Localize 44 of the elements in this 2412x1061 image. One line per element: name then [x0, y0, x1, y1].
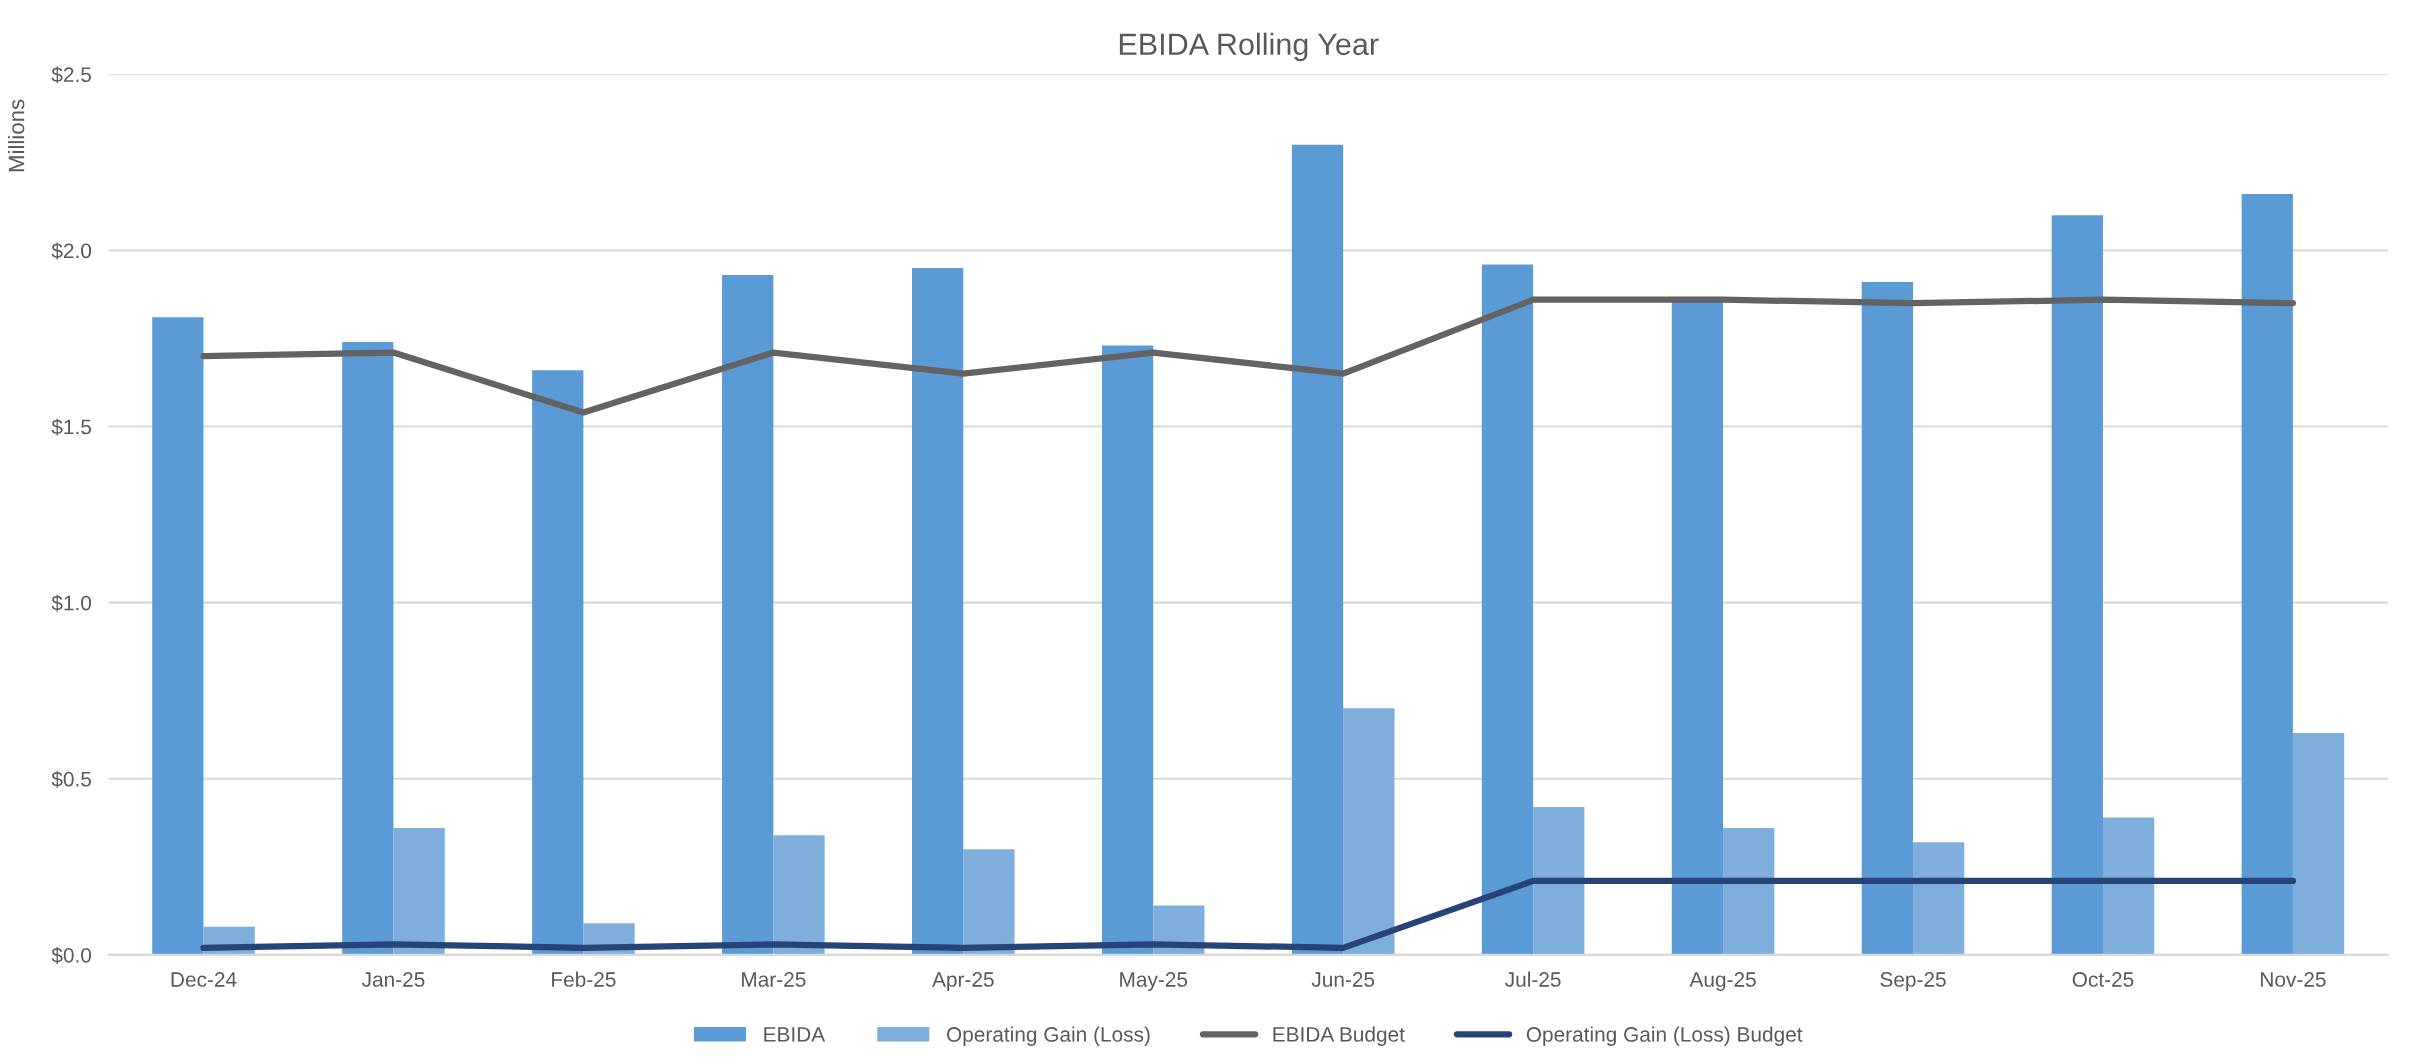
legend-label: EBIDA	[764, 1027, 826, 1042]
y-tick-label: $2.0	[51, 242, 92, 260]
x-tick-label: Dec-24	[171, 972, 237, 987]
y-tick-label: $1.0	[51, 594, 92, 612]
x-tick-label: Jul-25	[1505, 971, 1561, 987]
x-tick-label: Jan-25	[361, 972, 425, 987]
x-tick-label: Jun-25	[1311, 972, 1375, 987]
x-tick-label: Apr-25	[932, 972, 994, 991]
bar	[1723, 828, 1775, 955]
y-tick-label: $0.0	[51, 947, 92, 964]
x-tick-label: Aug-25	[1689, 972, 1756, 991]
bar	[1291, 144, 1344, 955]
legend-label: EBIDA Budget	[1273, 1026, 1405, 1046]
bar	[1481, 264, 1534, 955]
bar	[722, 275, 774, 955]
x-tick-label: May-25	[1120, 972, 1188, 991]
bar	[912, 268, 964, 955]
bar	[152, 317, 204, 955]
bar	[2102, 817, 2155, 955]
bar	[393, 828, 445, 955]
bar	[532, 370, 584, 955]
bar	[2241, 194, 2293, 955]
bar	[2292, 732, 2345, 955]
bar	[1861, 282, 1914, 955]
bar	[342, 341, 394, 955]
bar	[1533, 806, 1585, 955]
y-tick-label: $1.5	[51, 418, 91, 436]
legend-label: Operating Gain (Loss)	[946, 1026, 1150, 1046]
bar	[1913, 842, 1965, 955]
y-axis-title: Millions	[8, 99, 25, 172]
legend-label: Operating Gain (Loss) Budget	[1526, 1026, 1803, 1046]
bar	[2051, 215, 2103, 955]
x-tick-label: Nov-25	[2261, 972, 2326, 987]
bar	[1101, 345, 1154, 955]
x-tick-label: Sep-25	[1880, 972, 1946, 991]
x-tick-label: Oct-25	[2072, 972, 2134, 987]
chart-title: EBIDA Rolling Year	[1119, 32, 1379, 62]
bar	[773, 835, 825, 955]
bar	[963, 849, 1015, 955]
x-tick-label: Feb-25	[552, 971, 616, 987]
x-tick-label: Mar-25	[742, 972, 806, 987]
y-tick-label: $2.5	[51, 66, 91, 84]
bar	[1343, 708, 1395, 955]
y-tick-label: $0.5	[51, 770, 91, 788]
